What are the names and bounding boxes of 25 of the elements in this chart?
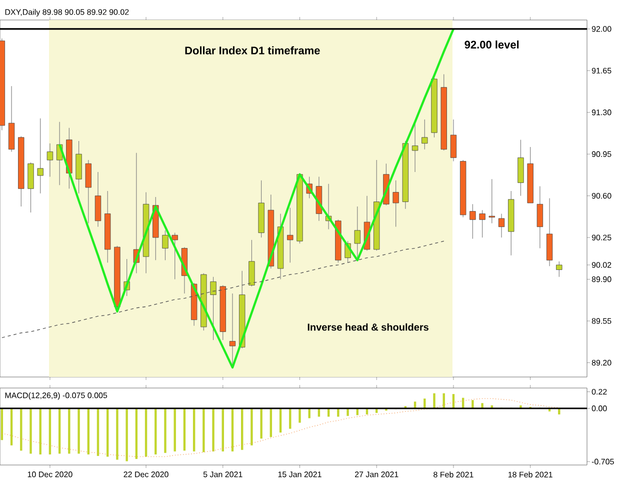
y-tick-label: 89.20 [592,360,612,366]
x-tick-label: 15 Jan 2021 [278,472,322,478]
x-tick-label: 5 Jan 2021 [203,472,242,478]
y-tick-label: 91.30 [592,110,612,116]
y-tick-label: 0.00 [592,406,607,412]
y-tick-label: 89.90 [592,276,612,282]
y-tick-label: 89.55 [592,318,612,324]
x-tick-label: 8 Feb 2021 [434,472,474,478]
x-tick-label: 18 Feb 2021 [508,472,552,478]
x-tick-label: 10 Dec 2020 [28,472,72,478]
x-tick-label: 22 Dec 2020 [124,472,168,478]
y-tick-label: 92.00 [592,26,612,32]
x-tick-label: 27 Jan 2021 [354,472,398,478]
y-tick-label: 90.02 [592,262,612,268]
chart-subtitle: DXY,Daily 89.98 90.05 89.92 90.02 [5,9,129,16]
annotation: Inverse head & shoulders [308,323,428,331]
ref-line-label: 92.00 level [464,40,519,49]
text: Dollar Index D1 timeframe [185,46,320,54]
y-tick-label: 91.65 [592,68,612,74]
y-tick-label: 90.95 [592,151,612,157]
text: MACD(12,26,9) -0.075 0.005 [5,392,108,400]
y-tick-label: -0.705 [592,458,614,464]
y-tick-label: 90.60 [592,192,612,199]
y-tick-label: 0.22 [592,388,607,395]
y-tick-label: 90.25 [592,234,612,240]
